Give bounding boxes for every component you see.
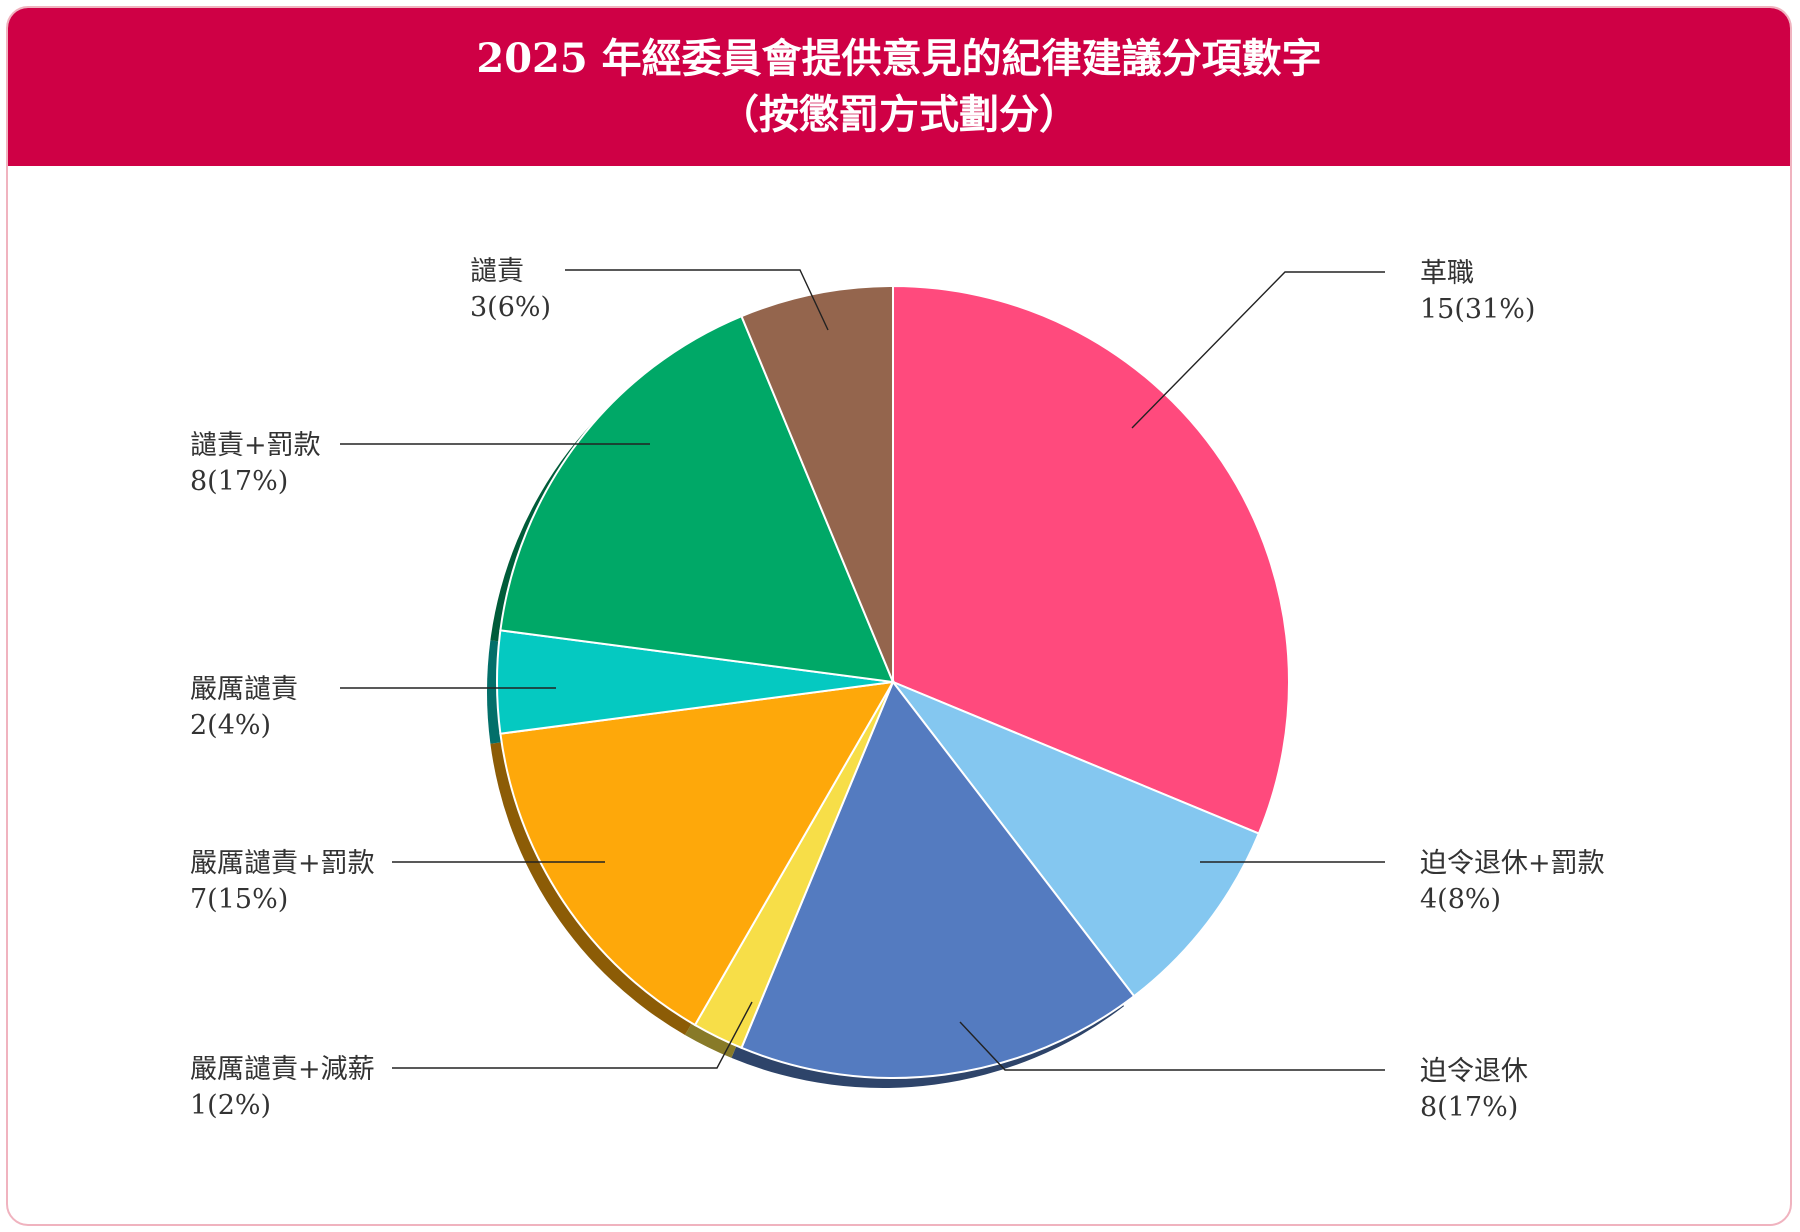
slice-value-label: 3(6%): [470, 292, 551, 323]
pie-slice: [499, 680, 895, 1027]
slice-name-label: 迫令退休: [1420, 1056, 1528, 1087]
chart-header: 2025 年經委員會提供意見的紀律建議分項數字 （按懲罰方式劃分）: [8, 8, 1790, 166]
chart-title-line-1: 2025 年經委員會提供意見的紀律建議分項數字: [476, 35, 1322, 82]
slice-name-label: 嚴厲譴責: [190, 674, 298, 705]
slice-value-label: 8(17%): [1420, 1092, 1518, 1123]
pie-slice: [740, 680, 1136, 1079]
leader-lines: [340, 269, 1385, 1071]
leader-line: [959, 1021, 1385, 1071]
slice-name-label: 迫令退休+罰款: [1420, 848, 1605, 879]
pie-slice: [889, 679, 1261, 998]
slice-name-label: 譴責+罰款: [190, 430, 321, 461]
leader-line: [565, 269, 829, 331]
slice-value-label: 15(31%): [1420, 294, 1535, 325]
slice-labels: 革職 15(31%) 迫令退休+罰款 4(8%) 迫令退休 8(17%) 嚴厲譴責+減薪 1(…: [190, 256, 1605, 1123]
pie-slice: [740, 284, 894, 683]
pie-slices: [487, 284, 1290, 1089]
leader-line: [392, 1001, 753, 1069]
slice-value-label: 8(17%): [190, 466, 288, 497]
leader-line: [1131, 271, 1385, 429]
slice-name-label: 嚴厲譴責+減薪: [190, 1054, 375, 1085]
slice-name-label: 革職: [1420, 258, 1474, 289]
slice-value-label: 4(8%): [1420, 884, 1501, 915]
pie-slice: [892, 284, 1290, 835]
slice-name-label: 譴責: [470, 256, 524, 287]
slice-name-label: 嚴厲譴責+罰款: [190, 848, 375, 879]
pie-slice: [499, 314, 895, 684]
slice-value-label: 7(15%): [190, 884, 288, 915]
chart-title-line-2: （按懲罰方式劃分）: [719, 91, 1079, 138]
slice-value-label: 2(4%): [190, 710, 271, 741]
slice-value-label: 1(2%): [190, 1090, 271, 1121]
